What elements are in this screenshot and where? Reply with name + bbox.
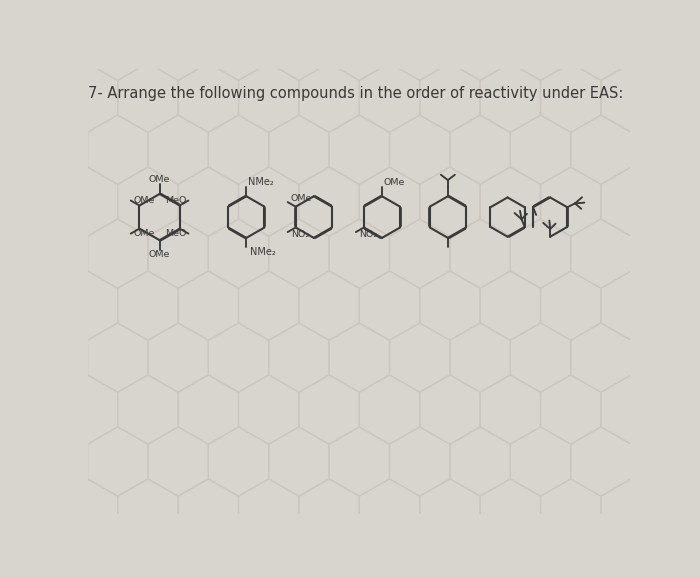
Text: NO₂: NO₂	[290, 230, 309, 239]
Text: OMe: OMe	[133, 229, 155, 238]
Text: 7- Arrange the following compounds in the order of reactivity under EAS:: 7- Arrange the following compounds in th…	[88, 86, 624, 101]
Text: NMe₂: NMe₂	[248, 178, 274, 188]
Text: OMe: OMe	[149, 175, 170, 184]
Text: OMe: OMe	[384, 178, 405, 187]
Text: OMe: OMe	[133, 196, 155, 205]
Text: NMe₂: NMe₂	[251, 247, 276, 257]
Text: OMe: OMe	[149, 250, 170, 259]
Text: MeO: MeO	[164, 229, 186, 238]
Text: OMe: OMe	[290, 194, 312, 204]
Text: MeO: MeO	[164, 196, 186, 205]
Text: NO₂: NO₂	[359, 230, 377, 239]
